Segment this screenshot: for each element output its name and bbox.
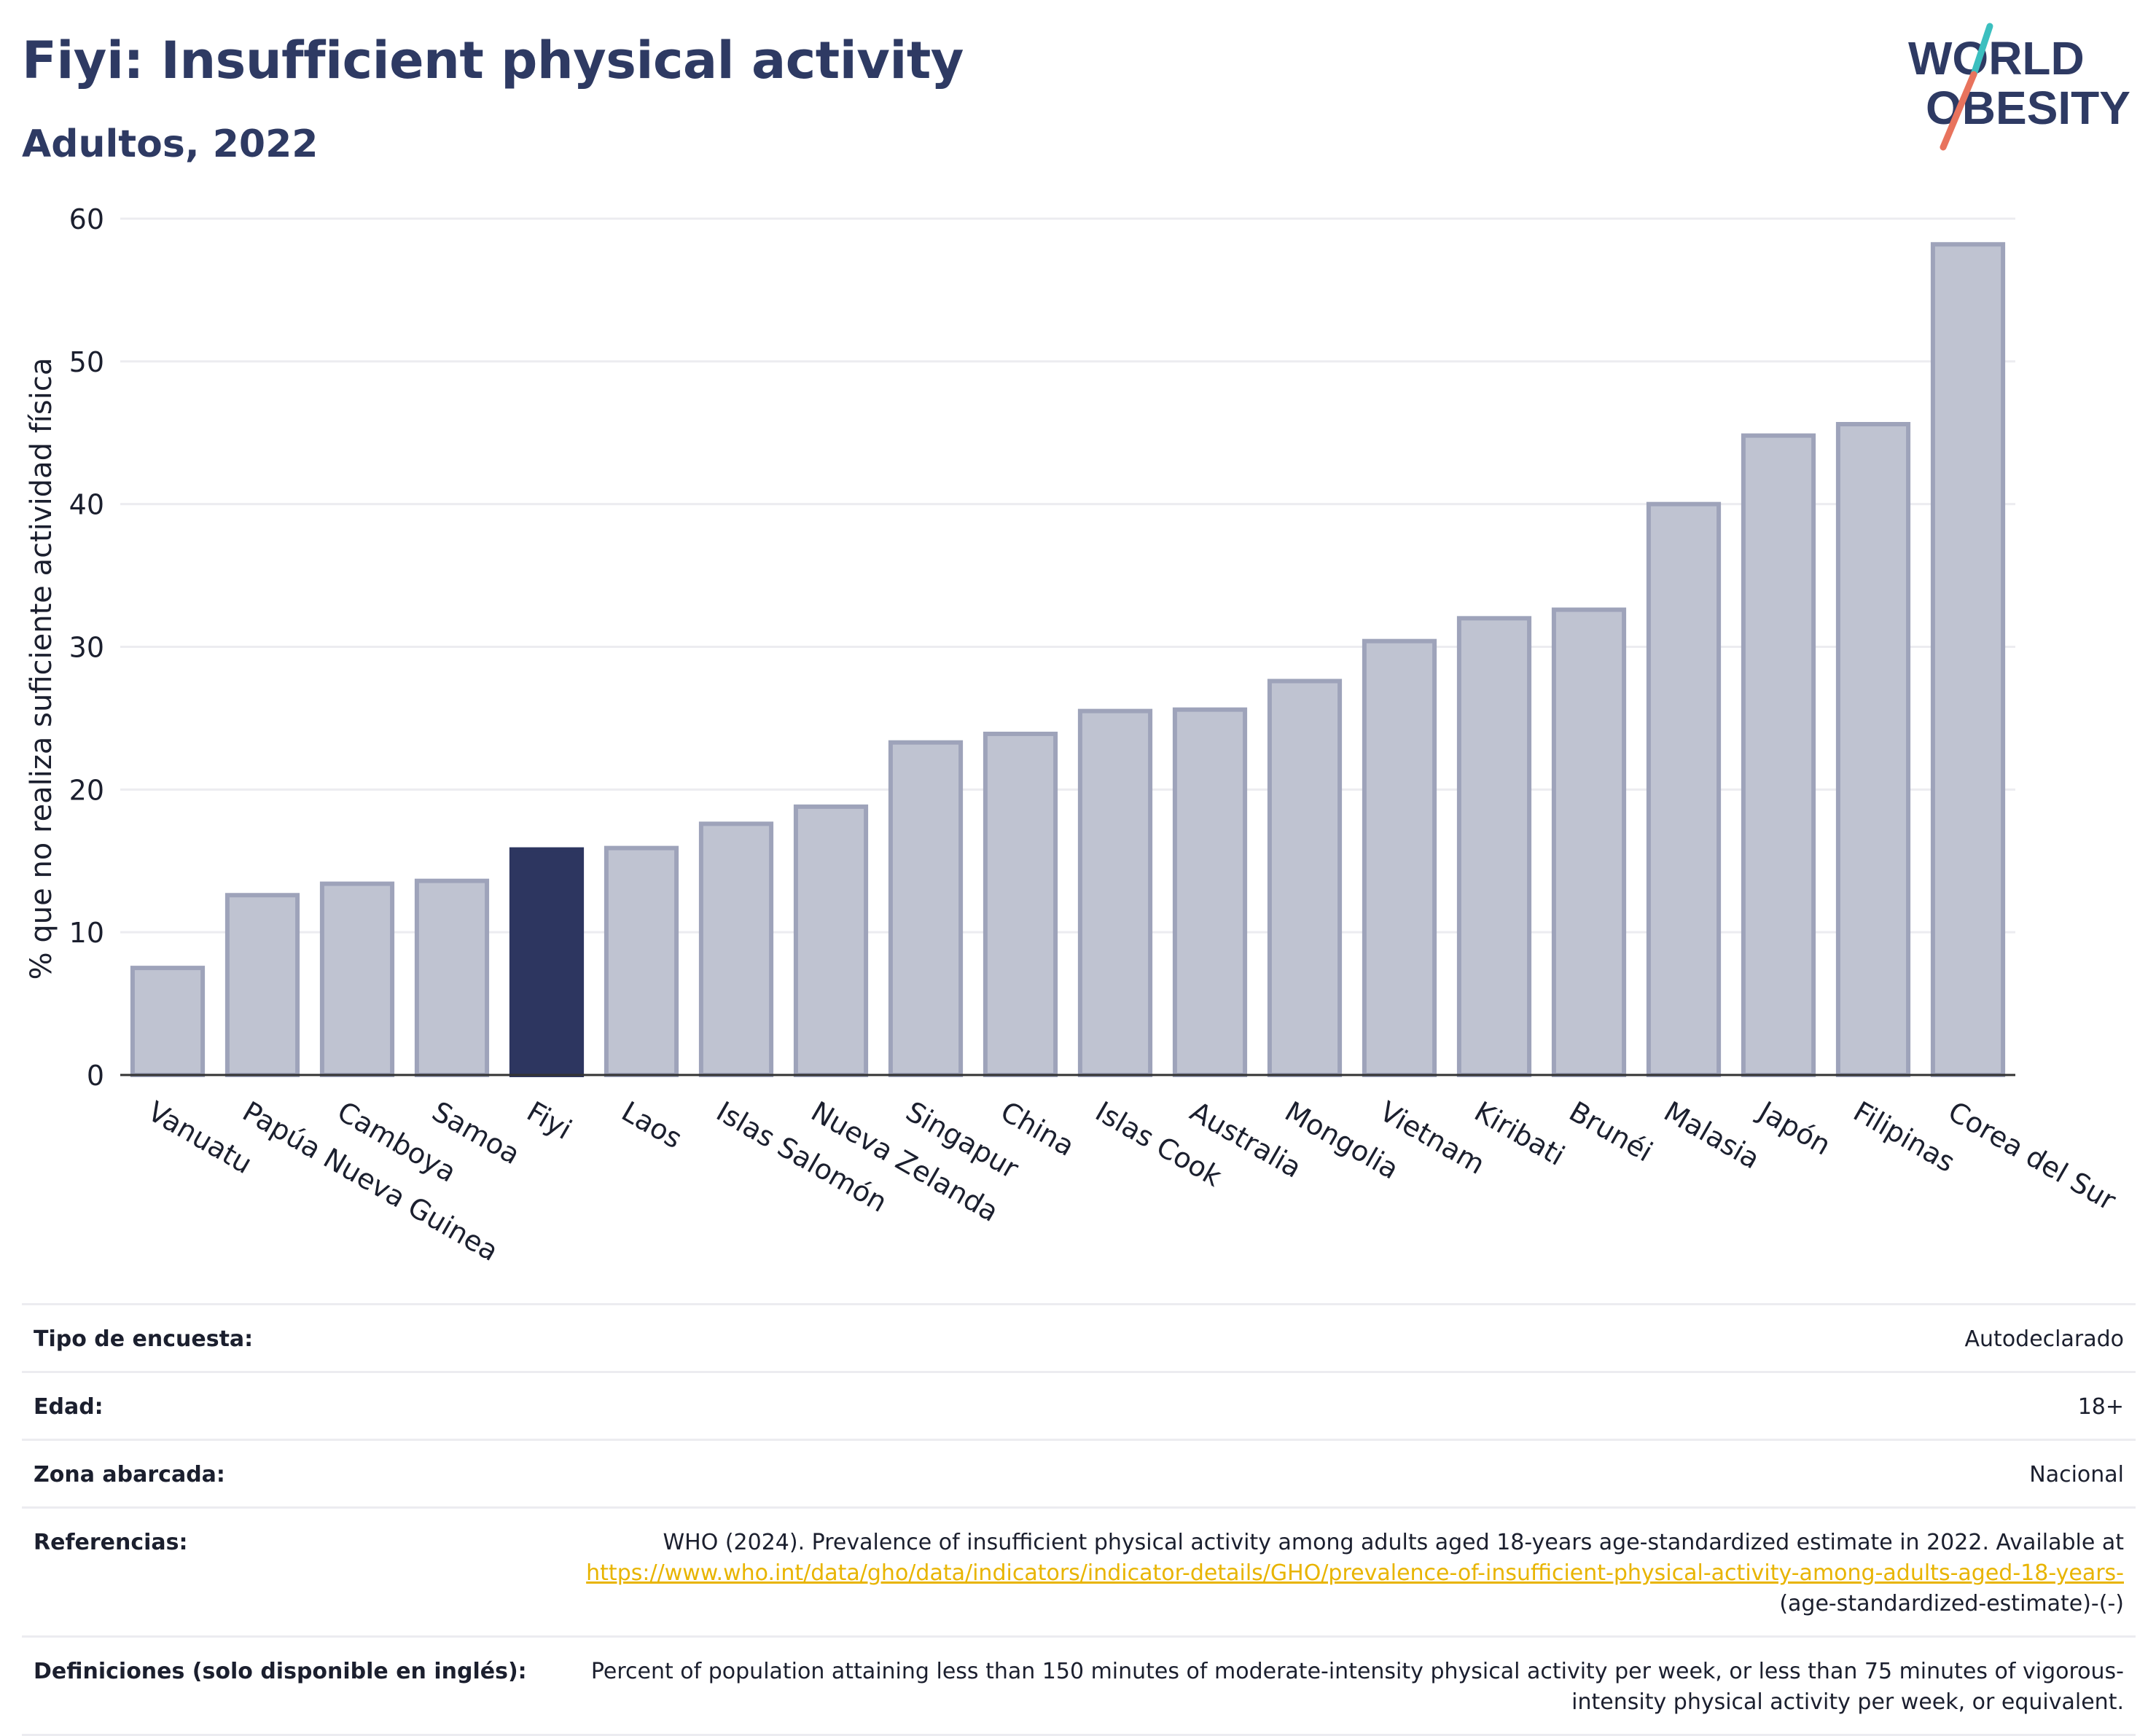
survey-type-row: Tipo de encuesta: Autodeclarado — [22, 1303, 2136, 1371]
references-value: WHO (2024). Prevalence of insufficient p… — [557, 1528, 2124, 1619]
survey-type-label: Tipo de encuesta: — [34, 1326, 254, 1352]
y-tick-labels: 0 10 20 30 40 50 60 — [69, 203, 104, 1092]
logo-slash-coral — [1940, 71, 1977, 151]
references-link[interactable]: https://www.who.int/data/gho/data/indica… — [586, 1560, 2124, 1586]
bar-china — [983, 731, 1058, 1077]
bar-fiyi — [509, 847, 585, 1077]
y-tick-label: 10 — [69, 917, 104, 949]
age-label: Edad: — [34, 1394, 103, 1420]
x-tick-label: Corea del Sur — [1943, 1095, 2122, 1217]
bar-papúa-nueva-guinea — [224, 893, 300, 1077]
x-tick-label: Laos — [617, 1095, 688, 1155]
x-tick-label: Malasia — [1659, 1095, 1765, 1176]
references-text: WHO (2024). Prevalence of insufficient p… — [663, 1530, 2124, 1555]
bar-australia — [1172, 707, 1248, 1078]
y-tick-label: 50 — [69, 346, 104, 378]
coverage-row: Zona abarcada: Nacional — [22, 1439, 2136, 1506]
chart-title: Fiyi: Insufficient physical activity — [22, 31, 964, 90]
coverage-value: Nacional — [2029, 1462, 2124, 1487]
bar-camboya — [319, 881, 395, 1077]
metadata-table: Tipo de encuesta: Autodeclarado Edad: 18… — [22, 1303, 2136, 1736]
logo-word-world: WORLD — [1908, 32, 2085, 85]
bar-kiribati — [1456, 616, 1532, 1077]
x-tick-label: Fiyi — [522, 1095, 577, 1146]
y-tick-label: 20 — [69, 774, 104, 806]
world-obesity-logo: WORLD OBESITY — [1908, 23, 2130, 151]
x-tick-label: Filipinas — [1848, 1095, 1961, 1178]
x-tick-label: Japón — [1752, 1095, 1836, 1162]
bar-vietnam — [1362, 638, 1437, 1077]
bar-islas-salomón — [698, 821, 774, 1077]
coverage-label: Zona abarcada: — [34, 1462, 225, 1487]
gridlines — [120, 217, 2015, 934]
x-tick-label: Brunéi — [1564, 1095, 1658, 1168]
bar-singapur — [888, 740, 964, 1077]
bar-nueva-zelanda — [793, 804, 869, 1077]
definitions-label: Definiciones (solo disponible en inglés)… — [34, 1659, 527, 1684]
references-tail: (age-standardized-estimate)-(-) — [1779, 1591, 2124, 1616]
references-row: Referencias: WHO (2024). Prevalence of i… — [22, 1506, 2136, 1635]
y-tick-label: 60 — [69, 203, 104, 235]
y-axis-label: % que no realiza suficiente actividad fí… — [25, 358, 58, 980]
bar-mongolia — [1267, 679, 1343, 1077]
bar-corea-del-sur — [1930, 242, 2006, 1077]
x-tick-label: Vanuatu — [143, 1095, 258, 1180]
logo-slash-teal — [1970, 23, 1993, 78]
chart-subtitle: Adultos, 2022 — [22, 122, 319, 166]
age-value: 18+ — [2077, 1394, 2124, 1420]
bar-brunéi — [1551, 607, 1627, 1077]
age-row: Edad: 18+ — [22, 1371, 2136, 1439]
bar-japón — [1741, 433, 1816, 1077]
definitions-value: Percent of population attaining less tha… — [590, 1659, 2124, 1715]
bar-filipinas — [1835, 422, 1911, 1077]
y-tick-label: 30 — [69, 632, 104, 664]
y-tick-label: 40 — [69, 489, 104, 521]
y-tick-label: 0 — [87, 1060, 104, 1092]
bar-samoa — [414, 878, 490, 1078]
references-label: Referencias: — [34, 1530, 188, 1555]
bars — [130, 242, 2006, 1078]
definitions-row: Definiciones (solo disponible en inglés)… — [22, 1635, 2136, 1736]
bar-islas-cook — [1077, 708, 1153, 1077]
bar-laos — [604, 845, 679, 1077]
bar-vanuatu — [130, 966, 206, 1077]
survey-type-value: Autodeclarado — [1964, 1326, 2124, 1352]
bar-malasia — [1646, 501, 1722, 1077]
